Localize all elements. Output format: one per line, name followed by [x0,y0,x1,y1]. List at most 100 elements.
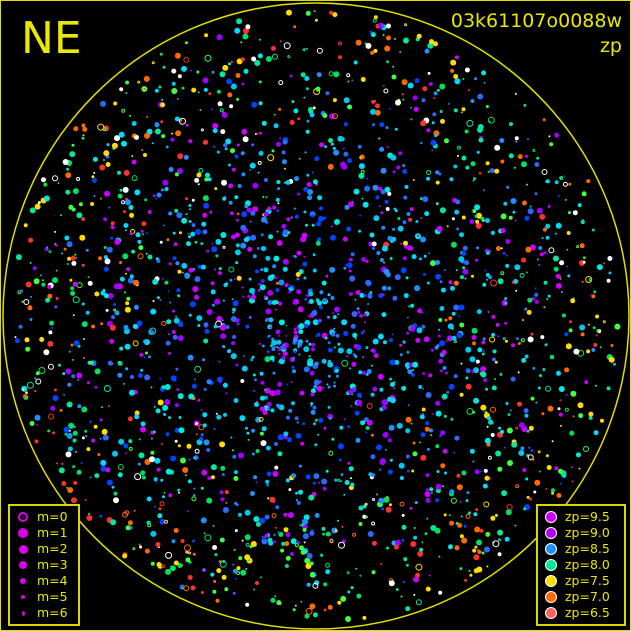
star-dot [165,568,171,575]
star-dot [140,426,147,433]
star-dot [271,45,276,51]
star-dot [257,288,261,292]
star-dot [332,12,338,18]
star-dot [424,211,430,217]
star-dot [280,319,284,323]
star-dot [453,108,458,113]
star-dot [153,406,156,408]
star-dot [532,366,536,370]
star-dot [21,385,28,392]
star-dot [432,112,437,117]
star-dot [526,183,529,186]
star-dot [356,307,360,311]
star-dot [263,295,267,299]
star-dot [47,340,54,347]
star-dot [43,349,50,356]
star-dot [340,137,345,142]
star-dot [485,387,489,391]
star-dot [282,258,289,265]
star-dot [81,263,85,267]
star-dot [558,386,565,392]
star-dot [346,355,349,358]
star-dot [327,374,331,378]
star-dot [296,277,300,281]
star-dot [258,38,261,41]
star-dot [270,597,276,603]
star-dot [549,142,554,147]
magnitude-symbol-icon [15,512,31,522]
zp-color-swatch-icon [543,559,559,571]
star-dot [470,161,476,167]
star-dot [267,289,274,296]
star-dot [275,329,281,335]
star-dot [92,178,97,183]
star-dot [185,474,187,477]
star-dot [321,526,326,531]
star-dot [112,450,118,457]
star-dot [87,280,93,286]
star-dot [210,281,215,286]
star-dot [450,68,455,73]
star-dot [103,159,105,161]
star-dot [514,524,517,527]
star-dot [562,181,568,187]
star-dot [287,512,294,519]
star-dot [312,405,317,410]
star-dot [526,309,532,315]
star-dot [225,325,230,329]
star-dot [570,298,576,304]
star-dot [426,128,431,133]
star-dot [177,563,183,568]
star-dot [264,387,271,394]
star-dot [131,175,138,182]
star-dot [203,87,208,92]
star-dot [106,479,113,486]
star-dot [343,122,348,127]
star-dot [343,151,349,157]
star-dot [160,478,164,482]
star-dot [435,498,440,503]
star-dot [470,99,475,103]
star-dot [453,74,459,79]
star-dot [217,101,223,107]
star-dot [272,205,277,210]
star-dot [471,370,475,373]
star-dot [265,479,270,484]
star-dot [110,236,114,240]
star-dot [425,497,431,503]
star-dot [555,282,562,289]
star-dot [387,286,392,291]
star-dot [415,337,421,343]
star-dot [72,296,80,304]
star-dot [593,343,598,347]
star-dot [514,264,521,271]
star-dot [359,154,365,160]
star-dot [349,275,356,282]
star-dot [369,291,373,294]
star-dot [474,545,478,549]
star-dot [257,171,260,174]
star-dot [506,185,510,189]
star-dot [242,33,249,40]
star-dot [232,568,238,574]
star-dot [178,427,185,434]
star-dot [577,203,582,208]
star-dot [123,169,130,176]
star-dot [187,354,194,361]
star-dot [176,212,183,219]
star-dot [343,493,346,496]
star-dot [521,257,527,263]
star-dot [211,303,215,307]
star-dot [383,88,389,94]
star-dot [117,170,121,175]
star-dot [286,383,289,386]
star-dot [150,530,157,537]
star-dot [63,247,67,251]
star-dot [311,310,318,317]
star-dot [407,404,410,407]
star-dot [299,390,305,396]
star-dot [233,398,239,403]
star-dot [415,220,419,223]
star-dot [34,377,37,380]
